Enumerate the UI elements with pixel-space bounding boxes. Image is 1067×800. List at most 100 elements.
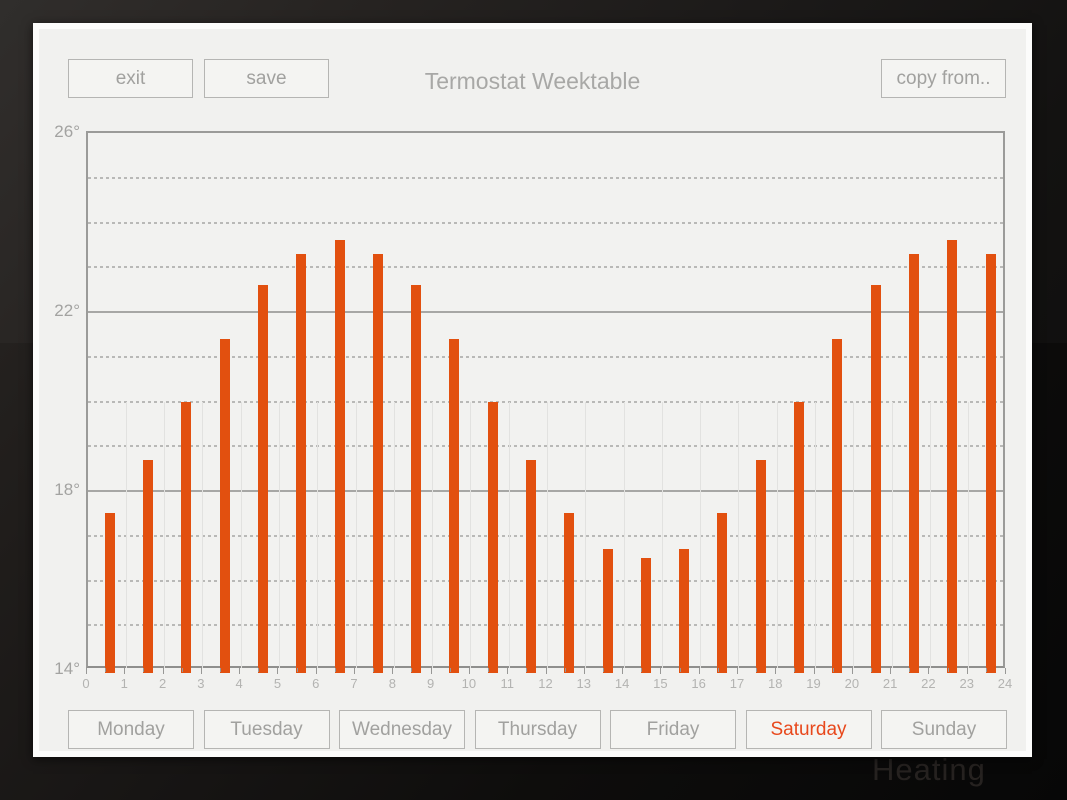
x-tick-half-hour-13	[602, 668, 604, 672]
temp-bar-hour-15[interactable]	[679, 549, 690, 673]
temp-bar-hour-8[interactable]	[411, 285, 422, 673]
x-tick-label-17: 17	[729, 676, 745, 691]
day-button-sunday[interactable]: Sunday	[881, 710, 1007, 749]
x-tick-half-hour-4	[258, 668, 260, 672]
temp-bar-hour-12[interactable]	[564, 513, 575, 673]
temp-bar-hour-17[interactable]	[755, 459, 766, 673]
temp-bar-hour-3[interactable]	[219, 338, 230, 673]
temp-bar-hour-7[interactable]	[372, 253, 383, 673]
temp-bar-hour-22[interactable]	[947, 240, 958, 673]
x-tick-label-5: 5	[273, 676, 282, 691]
x-tick-hour-13	[583, 668, 585, 674]
x-tick-label-23: 23	[959, 676, 974, 691]
gridline-vertical-hour-15	[661, 401, 663, 668]
temp-bar-hour-13[interactable]	[602, 549, 613, 673]
x-tick-half-hour-12	[564, 668, 566, 672]
day-button-saturday[interactable]: Saturday	[745, 710, 872, 749]
thermostat-weektable-dialog: exit save Termostat Weektable copy from.…	[33, 23, 1032, 757]
gridline-vertical-hour-16	[700, 401, 702, 668]
x-tick-label-19: 19	[806, 676, 821, 691]
gridline-dashed-19	[88, 445, 1003, 448]
x-tick-label-3: 3	[197, 676, 205, 691]
gridline-vertical-hour-5	[278, 401, 280, 668]
x-tick-label-0: 0	[82, 676, 90, 691]
gridline-dashed-16	[88, 579, 1003, 582]
x-tick-half-hour-20	[870, 668, 872, 672]
x-tick-hour-20	[851, 668, 853, 674]
temp-bar-hour-2[interactable]	[181, 401, 192, 673]
x-tick-half-hour-17	[756, 668, 758, 672]
day-button-friday[interactable]: Friday	[610, 710, 736, 749]
temp-bar-hour-0[interactable]	[104, 513, 115, 673]
temp-bar-hour-10[interactable]	[487, 401, 498, 673]
x-tick-half-hour-18	[794, 668, 796, 672]
dialog-title: Termostat Weektable	[424, 68, 641, 94]
gridline-dashed-20	[88, 400, 1003, 403]
gridline-vertical-hour-3	[202, 401, 204, 668]
x-tick-hour-12	[545, 668, 547, 674]
temp-bar-hour-14[interactable]	[640, 558, 651, 673]
x-tick-hour-24	[1005, 668, 1006, 674]
x-tick-hour-11	[507, 668, 509, 674]
copy-from-button[interactable]: copy from..	[881, 59, 1006, 98]
x-tick-half-hour-8	[411, 668, 413, 672]
save-button[interactable]: save	[204, 59, 329, 98]
x-tick-hour-21	[890, 668, 892, 674]
temp-bar-hour-1[interactable]	[143, 459, 154, 673]
gridline-dashed-17	[88, 534, 1003, 537]
x-tick-label-16: 16	[691, 676, 706, 691]
day-button-thursday[interactable]: Thursday	[474, 710, 601, 749]
x-tick-label-18: 18	[768, 676, 783, 691]
x-tick-hour-4	[239, 668, 241, 674]
x-tick-label-22: 22	[921, 676, 936, 691]
temp-bar-hour-16[interactable]	[717, 513, 728, 673]
x-tick-label-1: 1	[120, 676, 128, 691]
temp-bar-hour-23[interactable]	[985, 253, 996, 673]
x-tick-hour-0	[86, 668, 87, 674]
y-tick-label-14: 14°	[54, 659, 80, 678]
y-tick-label-22: 22°	[54, 301, 80, 320]
temp-bar-hour-20[interactable]	[870, 285, 881, 673]
temp-bar-hour-4[interactable]	[257, 285, 268, 673]
temp-bar-hour-21[interactable]	[908, 253, 919, 673]
x-tick-hour-17	[736, 668, 738, 674]
x-tick-half-hour-19	[832, 668, 834, 672]
exit-button[interactable]: exit	[68, 59, 193, 98]
day-button-tuesday[interactable]: Tuesday	[203, 710, 330, 749]
x-tick-half-hour-14	[641, 668, 643, 672]
x-tick-hour-3	[200, 668, 202, 674]
x-tick-hour-9	[430, 668, 432, 674]
x-tick-label-11: 11	[500, 676, 514, 691]
gridline-vertical-hour-1	[125, 401, 127, 668]
temp-bar-hour-11[interactable]	[526, 459, 537, 673]
day-button-wednesday[interactable]: Wednesday	[339, 710, 465, 749]
x-tick-label-20: 20	[844, 676, 860, 691]
x-tick-half-hour-23	[985, 668, 987, 672]
x-tick-label-24: 24	[997, 676, 1013, 691]
gridline-vertical-hour-11	[508, 401, 510, 668]
x-tick-hour-15	[660, 668, 662, 674]
temp-bar-hour-19[interactable]	[832, 338, 843, 673]
x-tick-label-21: 21	[882, 676, 898, 691]
temperature-bar-chart[interactable]	[86, 131, 1005, 673]
gridline-solid-18	[88, 490, 1003, 492]
x-tick-half-hour-10	[488, 668, 490, 672]
x-tick-label-8: 8	[388, 676, 396, 691]
temp-bar-hour-18[interactable]	[794, 401, 805, 673]
gridline-vertical-hour-14	[623, 401, 625, 668]
x-tick-half-hour-11	[526, 668, 528, 672]
x-tick-label-13: 13	[576, 676, 592, 691]
gridline-dashed-25	[88, 176, 1003, 179]
y-tick-label-26: 26°	[54, 122, 80, 141]
x-tick-hour-19	[813, 668, 815, 674]
temp-bar-hour-5[interactable]	[296, 253, 307, 673]
x-tick-label-14: 14	[614, 676, 630, 691]
x-tick-hour-5	[277, 668, 279, 674]
gridline-vertical-hour-19	[815, 401, 817, 668]
x-tick-hour-7	[354, 668, 356, 674]
x-tick-half-hour-5	[296, 668, 298, 672]
temp-bar-hour-6[interactable]	[334, 240, 345, 673]
x-tick-half-hour-7	[373, 668, 375, 672]
day-button-monday[interactable]: Monday	[68, 710, 194, 749]
temp-bar-hour-9[interactable]	[449, 338, 460, 673]
